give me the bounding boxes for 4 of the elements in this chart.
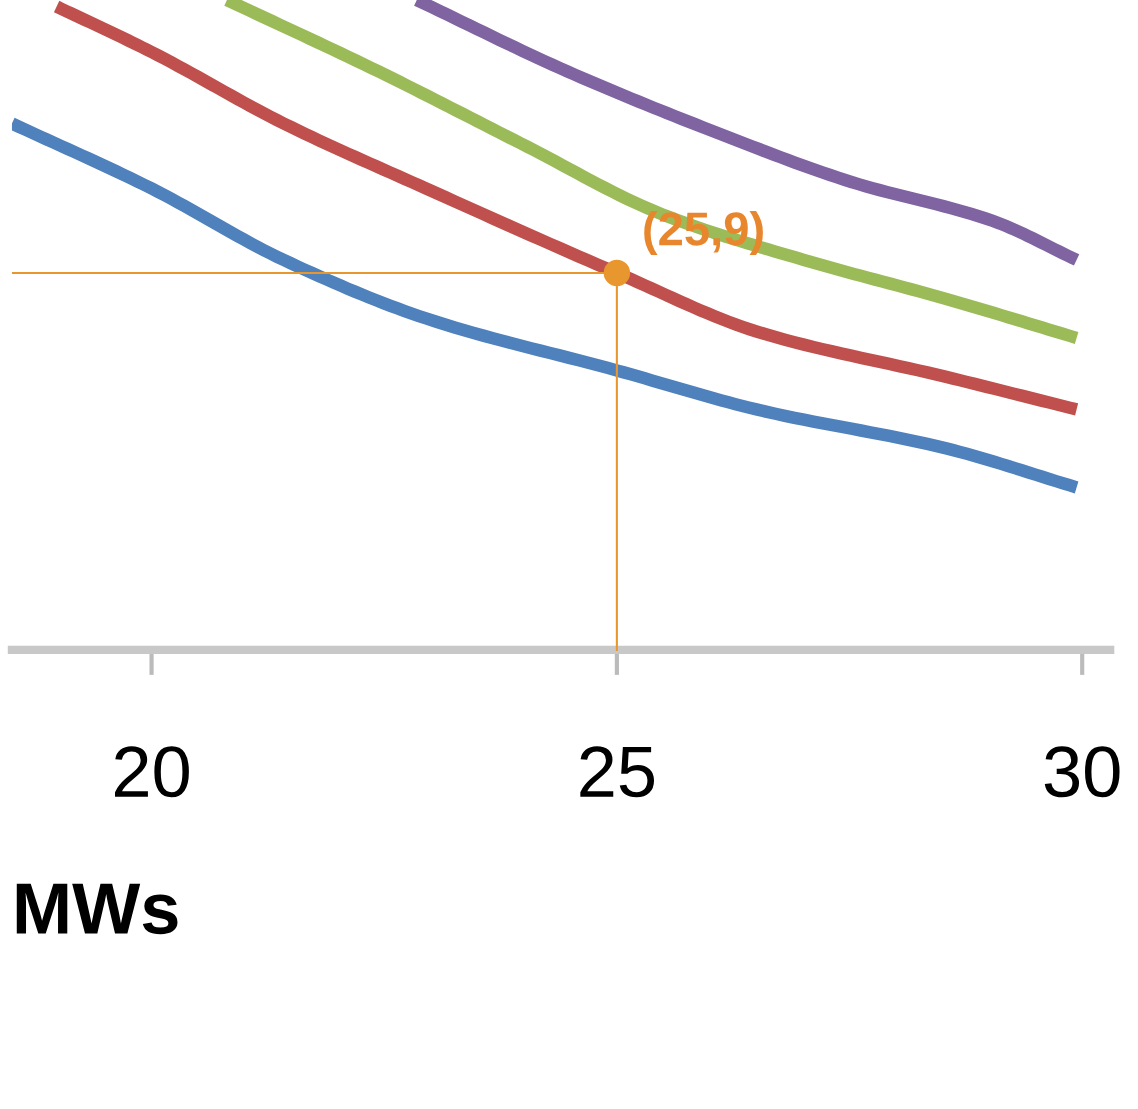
x-axis-title: MWs <box>16 883 178 935</box>
x-tick-label: 30 <box>1044 746 1120 798</box>
x-tick-label: 25 <box>580 746 655 798</box>
x-tick-label: 20 <box>115 746 189 798</box>
